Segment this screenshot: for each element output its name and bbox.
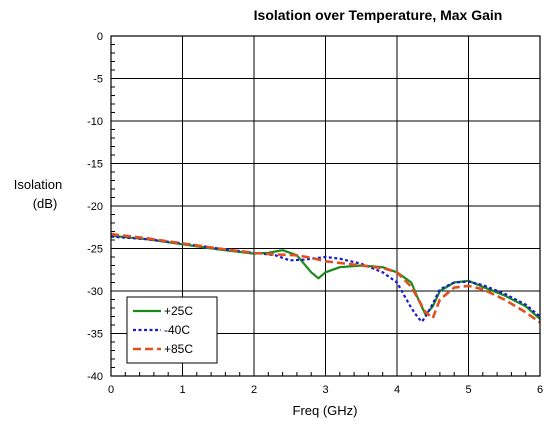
legend-label-2: +85C bbox=[164, 342, 193, 356]
y-tick-label: -25 bbox=[87, 244, 103, 256]
y-tick-label: -40 bbox=[87, 371, 103, 383]
x-tick-label: 1 bbox=[179, 384, 185, 396]
x-tick-label: 4 bbox=[394, 384, 400, 396]
legend-label-0: +25C bbox=[164, 304, 193, 318]
y-axis-label-line2: (dB) bbox=[33, 196, 58, 211]
y-tick-label: -30 bbox=[87, 286, 103, 298]
y-axis-label-line1: Isolation bbox=[14, 177, 62, 192]
plot-frame bbox=[110, 35, 541, 377]
x-tick-label: 3 bbox=[322, 384, 328, 396]
series-line-2 bbox=[110, 232, 541, 324]
y-tick-label: -5 bbox=[93, 74, 103, 86]
y-tick-label: -10 bbox=[87, 116, 103, 128]
x-tick-label: 6 bbox=[537, 384, 543, 396]
y-tick-label: 0 bbox=[97, 31, 103, 43]
x-axis-label: Freq (GHz) bbox=[293, 403, 358, 418]
y-tick-label: -20 bbox=[87, 201, 103, 213]
legend-box bbox=[126, 296, 218, 364]
y-tick-label: -15 bbox=[87, 159, 103, 171]
chart-title: Isolation over Temperature, Max Gain bbox=[254, 7, 503, 23]
y-tick-label: -35 bbox=[87, 329, 103, 341]
series-lines bbox=[110, 232, 541, 324]
tick-labels: 0 1 2 3 4 5 6 0 -5 -10 -15 -20 -25 -30 -35 -40 bbox=[87, 31, 543, 396]
legend-label-1: -40C bbox=[164, 323, 190, 337]
legend: +25C -40C +85C bbox=[126, 296, 218, 364]
x-tick-label: 5 bbox=[465, 384, 471, 396]
x-tick-label: 2 bbox=[251, 384, 257, 396]
x-tick-label: 0 bbox=[108, 384, 114, 396]
